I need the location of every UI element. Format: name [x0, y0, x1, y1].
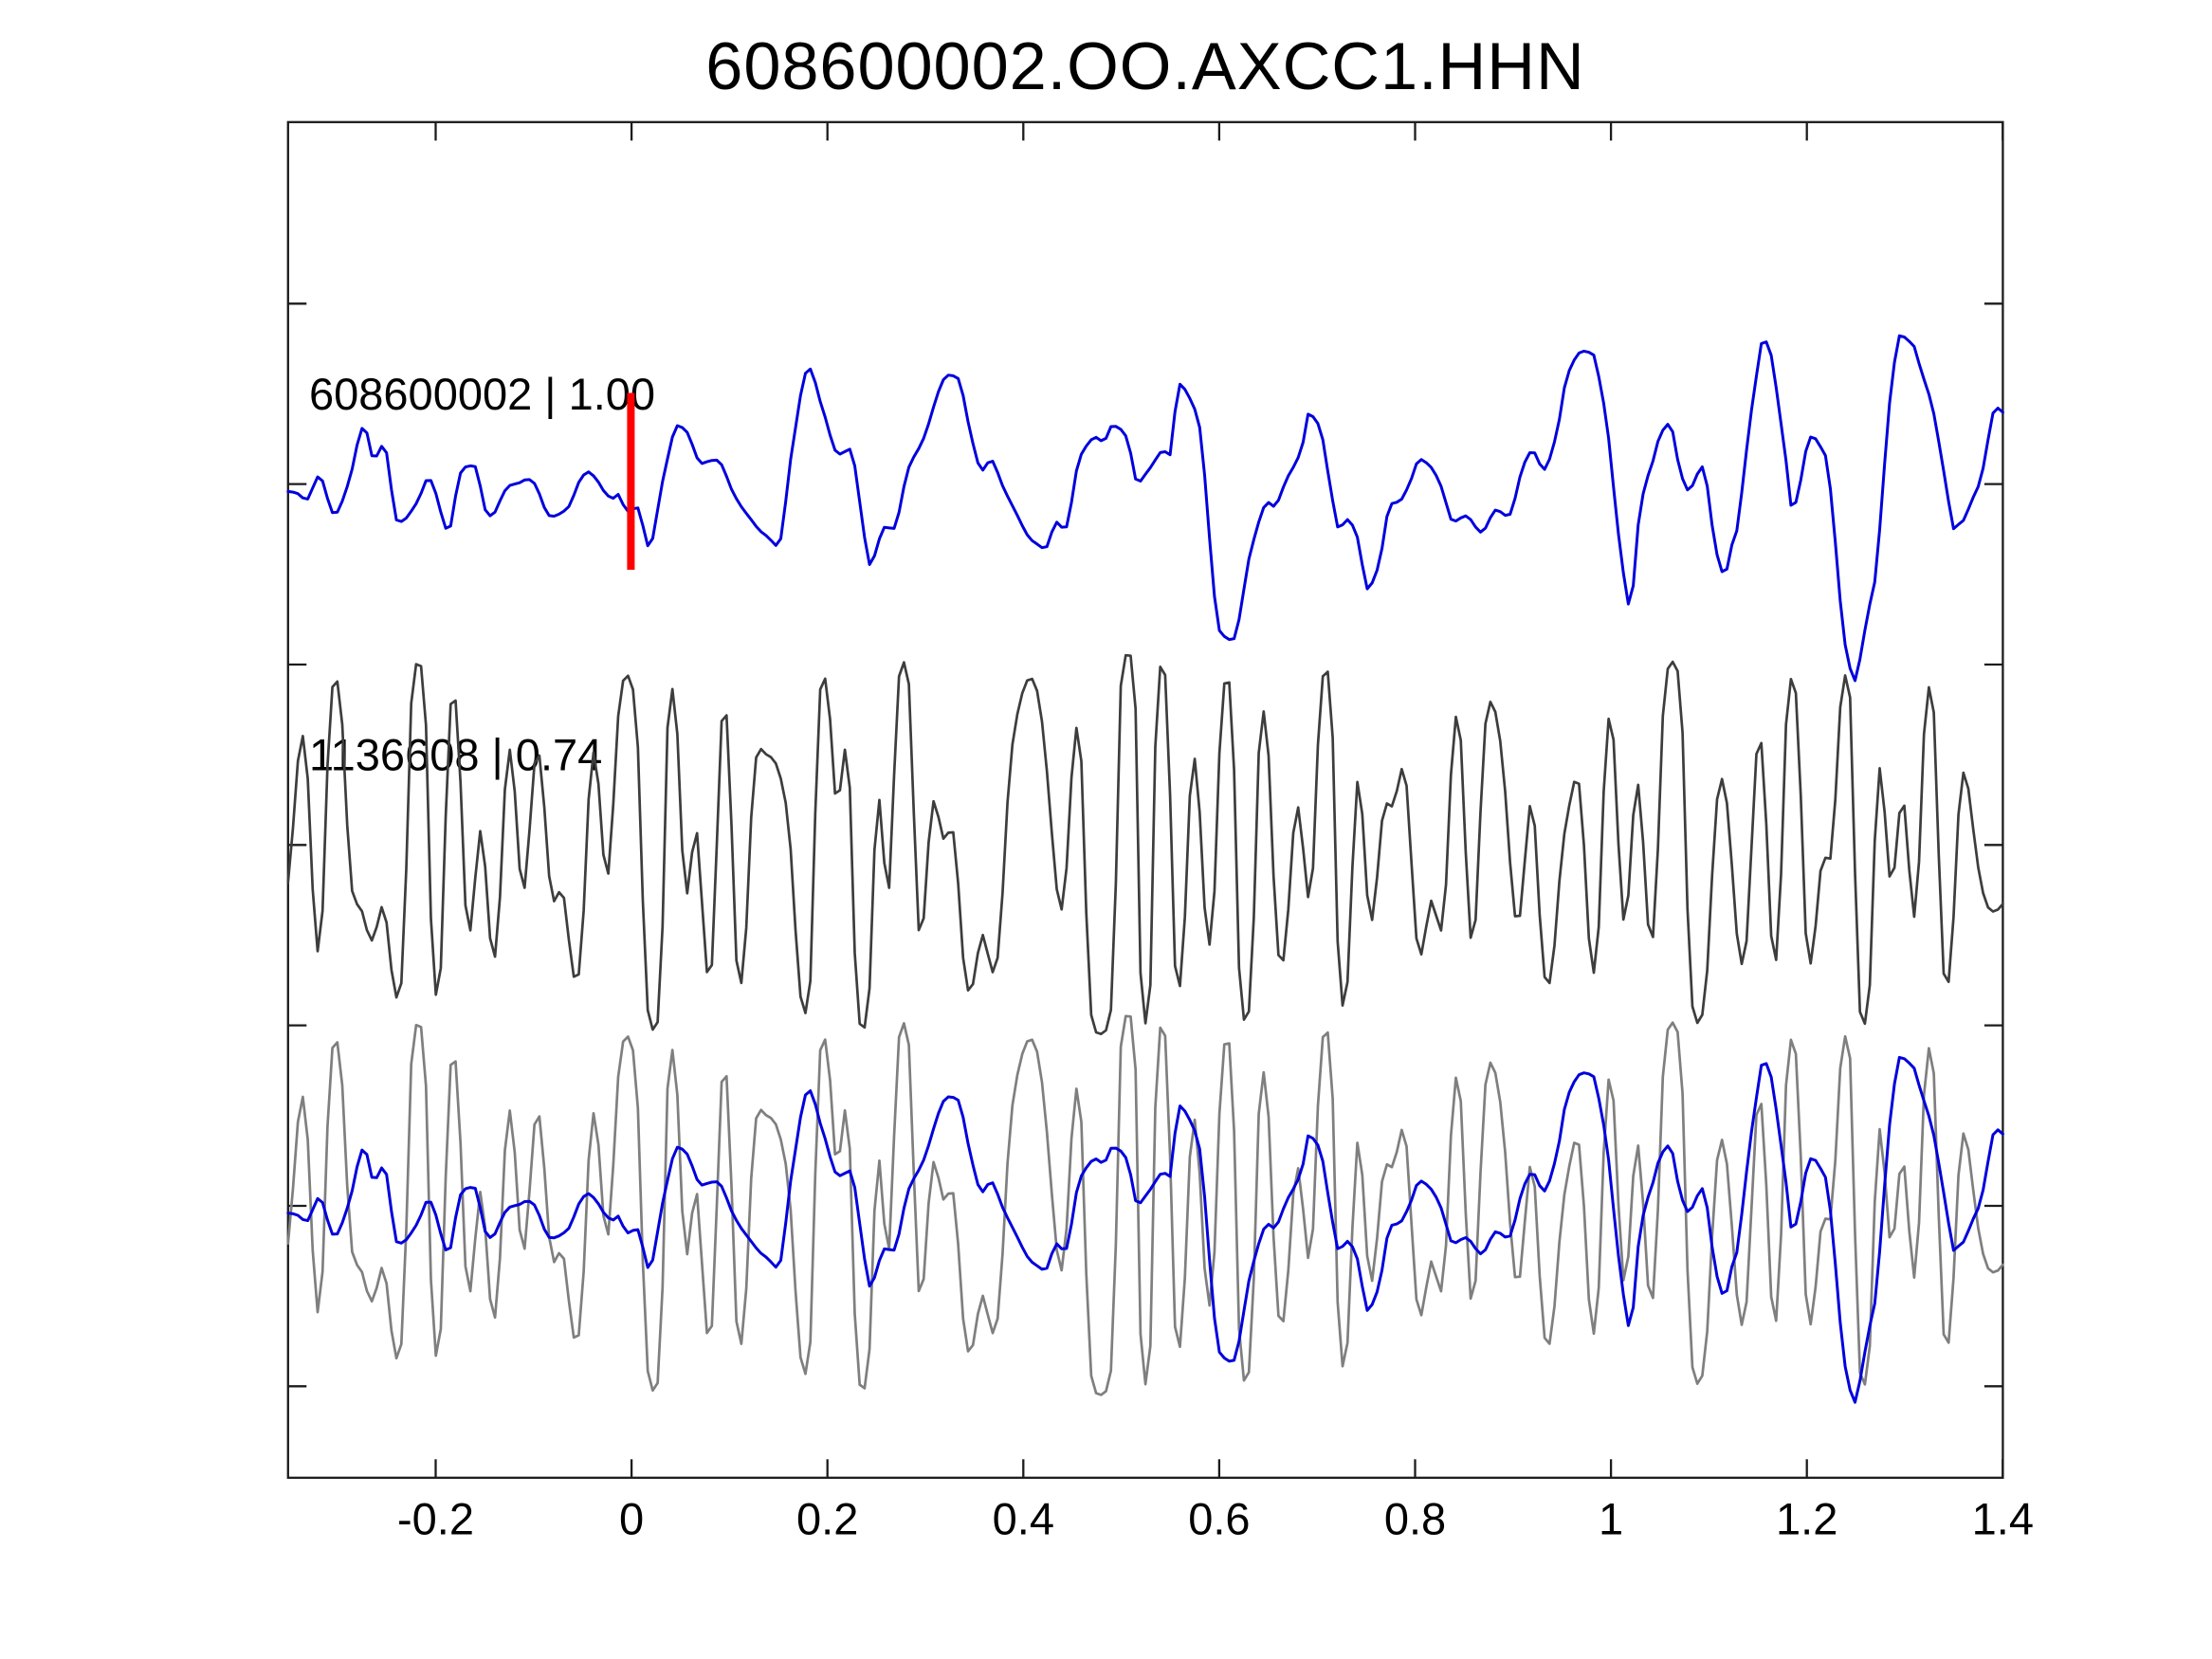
svg-text:0.4: 0.4: [993, 1493, 1054, 1543]
svg-text:608600002 | 1.00: 608600002 | 1.00: [309, 369, 655, 419]
svg-text:1: 1: [1599, 1493, 1623, 1543]
svg-text:0.6: 0.6: [1188, 1493, 1250, 1543]
svg-text:608600002.OO.AXCC1.HHN: 608600002.OO.AXCC1.HHN: [705, 28, 1584, 103]
svg-text:1136608 | 0.74: 1136608 | 0.74: [309, 730, 602, 780]
svg-text:1.4: 1.4: [1972, 1493, 2034, 1543]
svg-text:1.2: 1.2: [1776, 1493, 1837, 1543]
svg-text:0.2: 0.2: [796, 1493, 858, 1543]
svg-text:0.8: 0.8: [1384, 1493, 1446, 1543]
svg-text:-0.2: -0.2: [397, 1493, 474, 1543]
svg-text:0: 0: [619, 1493, 644, 1543]
